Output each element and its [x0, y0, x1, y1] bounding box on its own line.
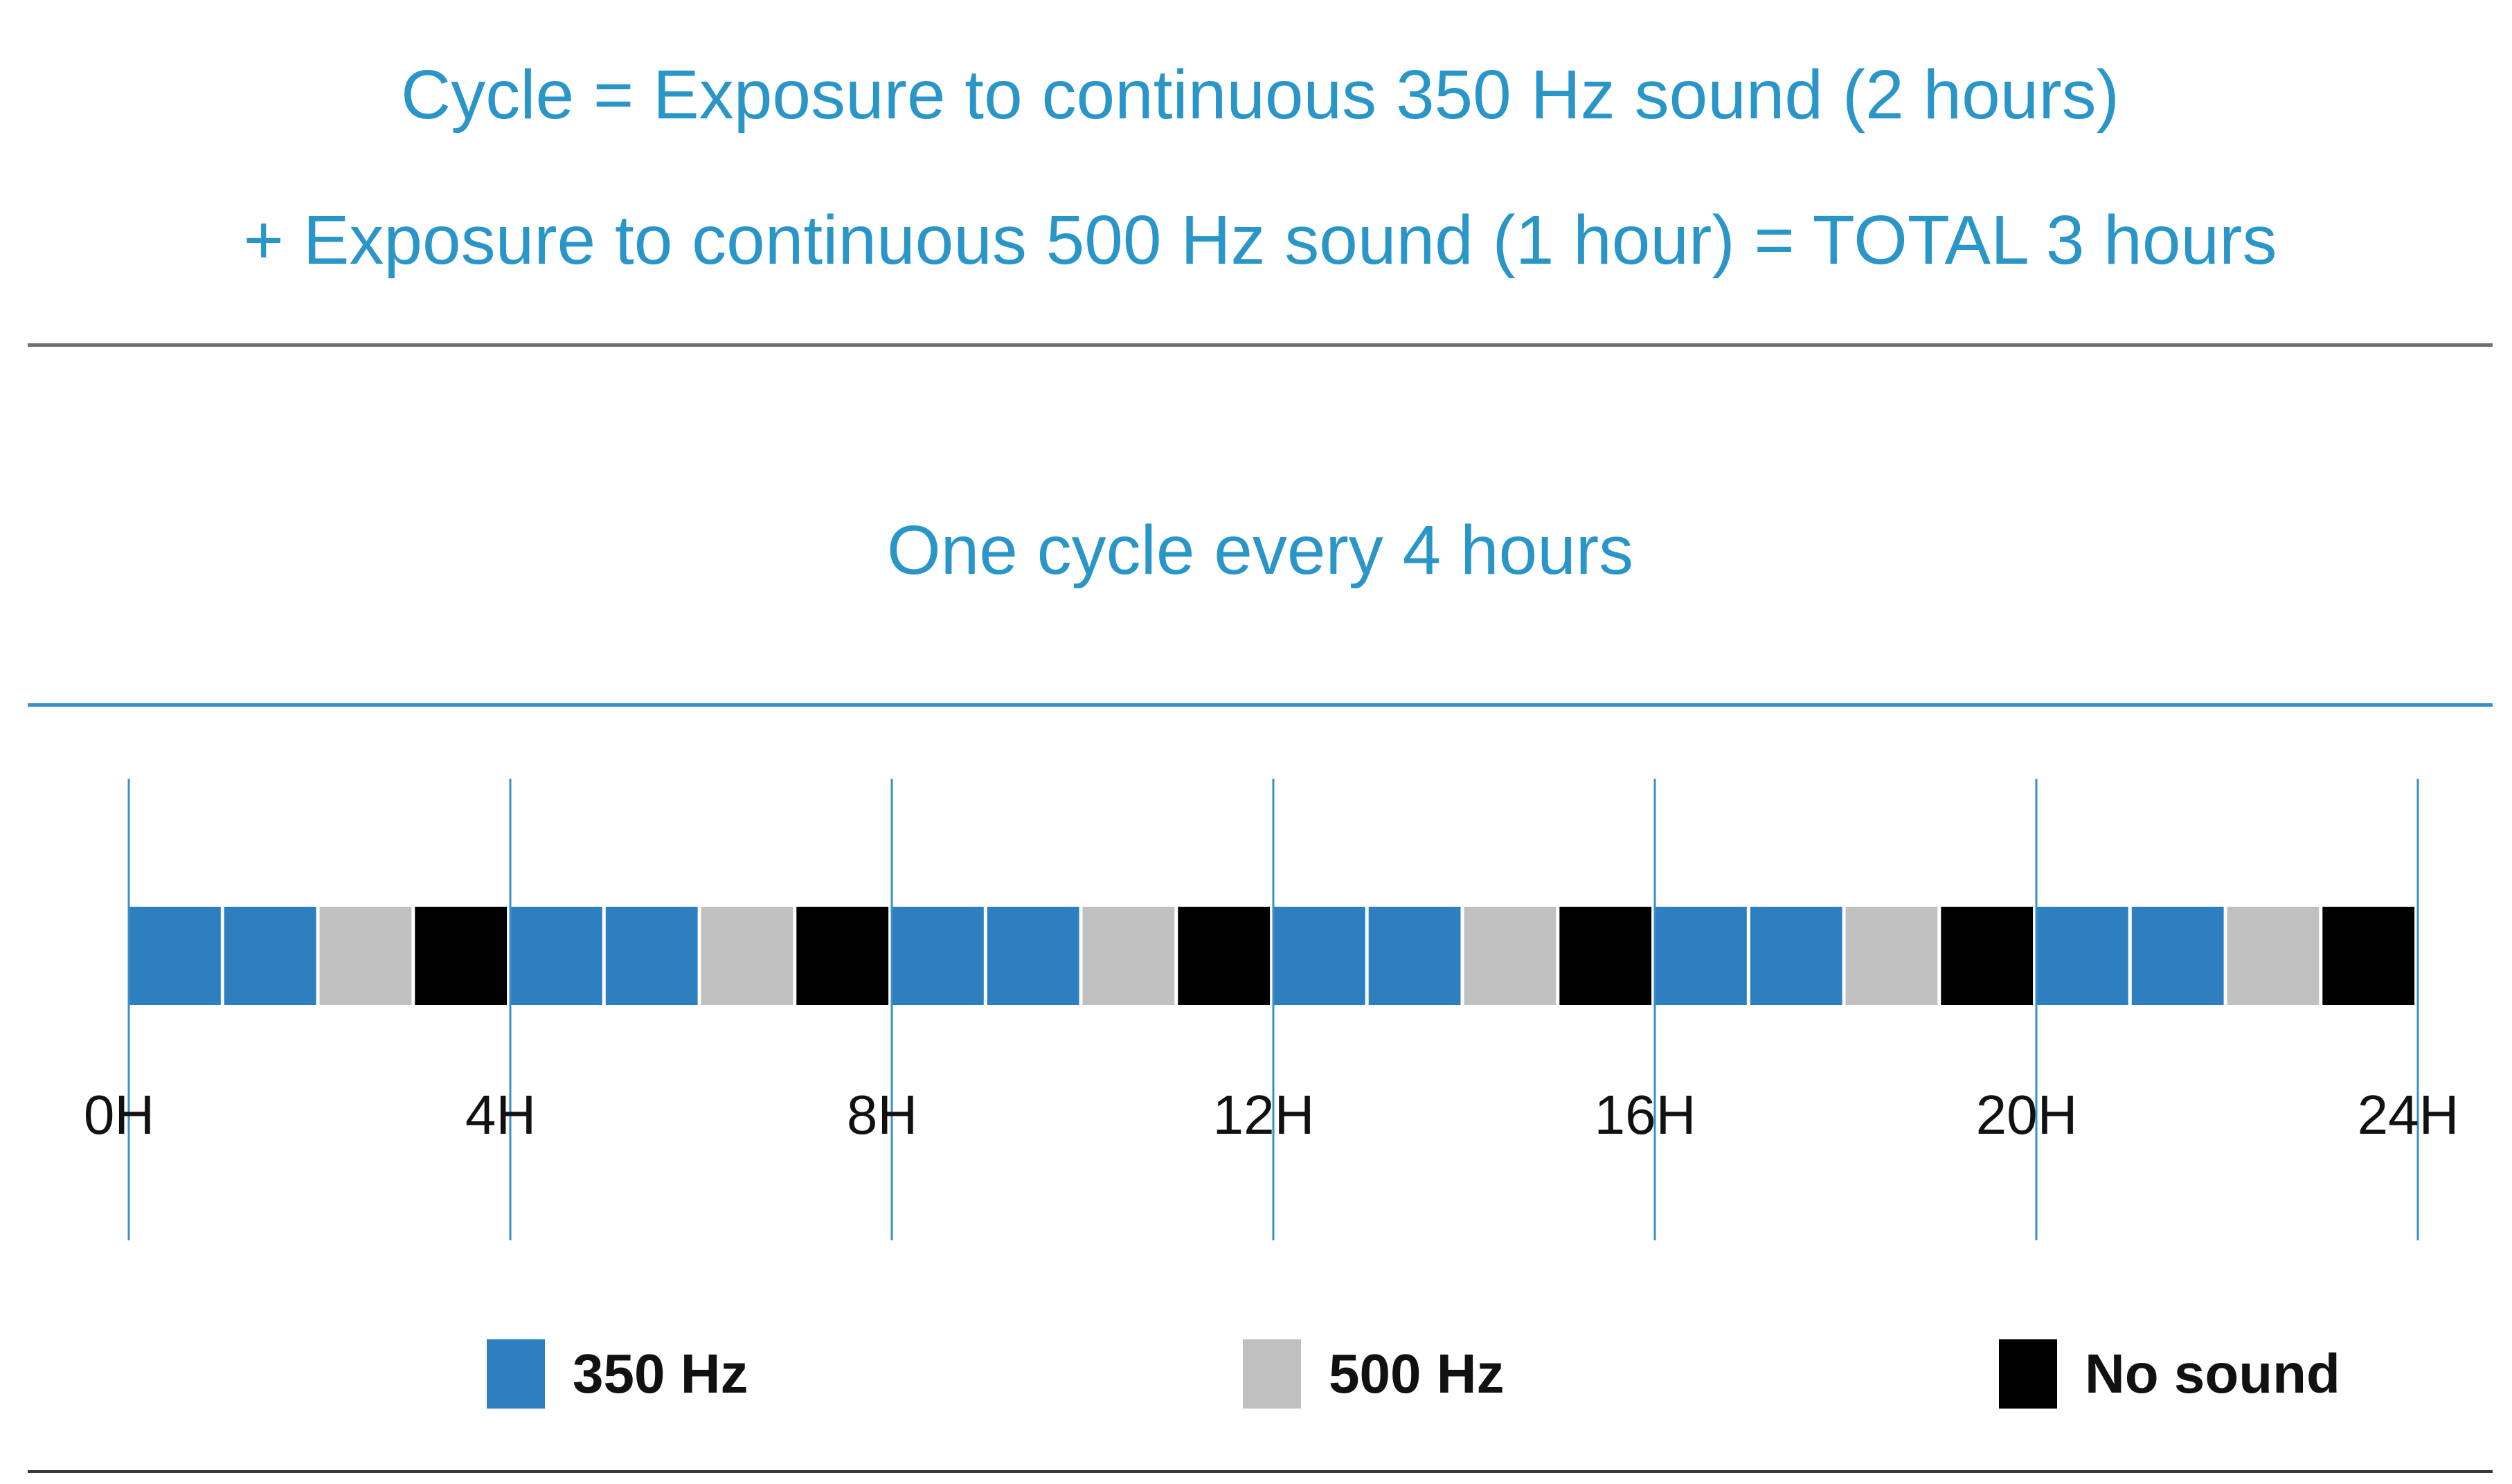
hour-segment-17-hz350: [1750, 907, 1842, 1005]
hour-tick-label-4H: 4H: [465, 1084, 536, 1146]
figure-frame: Cycle = Exposure to continuous 350 Hz so…: [28, 0, 2493, 1473]
hour-segment-0-hz350: [129, 907, 221, 1005]
hour-segment-1-hz350: [224, 907, 316, 1005]
hour-segment-8-hz350: [892, 907, 984, 1005]
legend-label-500hz: 500 Hz: [1329, 1343, 1505, 1404]
hour-segment-23-no-sound: [2322, 907, 2415, 1005]
hour-segment-7-no-sound: [796, 907, 889, 1005]
hour-segment-15-no-sound: [1559, 907, 1652, 1005]
hour-segment-20-hz350: [2036, 907, 2128, 1005]
hour-segment-9-hz350: [987, 907, 1079, 1005]
hour-segment-4-hz350: [510, 907, 602, 1005]
legend-item-500hz: 500 Hz: [1243, 1336, 1504, 1412]
legend-label-350hz: 350 Hz: [573, 1343, 748, 1404]
hour-segment-18-hz500: [1845, 907, 1938, 1005]
hour-segment-11-no-sound: [1178, 907, 1271, 1005]
hour-segment-21-hz350: [2131, 907, 2224, 1005]
hour-segment-3-no-sound: [415, 907, 508, 1005]
hour-segment-16-hz350: [1655, 907, 1747, 1005]
hour-tick-label-0H: 0H: [84, 1084, 154, 1146]
blue-divider: [28, 703, 2493, 707]
hour-segment-10-hz500: [1082, 907, 1175, 1005]
cycle-definition-line-2: + Exposure to continuous 500 Hz sound (1…: [243, 201, 2277, 279]
cycle-definition-line-1: Cycle = Exposure to continuous 350 Hz so…: [401, 56, 2119, 134]
legend-label-no-sound: No sound: [2085, 1343, 2340, 1404]
hour-segment-14-hz500: [1464, 907, 1556, 1005]
legend-swatch-no-sound: [1999, 1339, 2057, 1409]
hour-segment-2-hz500: [319, 907, 412, 1005]
gray-divider: [28, 343, 2493, 347]
hour-segment-5-hz350: [605, 907, 698, 1005]
hour-segment-13-hz350: [1368, 907, 1461, 1005]
hour-segment-22-hz500: [2227, 907, 2320, 1005]
hour-segment-6-hz500: [701, 907, 793, 1005]
legend-item-350hz: 350 Hz: [487, 1336, 748, 1412]
cycle-frequency-subtitle: One cycle every 4 hours: [886, 512, 1634, 589]
hour-tick-label-20H: 20H: [1976, 1084, 2078, 1146]
hour-tick-label-24H: 24H: [2358, 1084, 2459, 1146]
hour-segment-12-hz350: [1273, 907, 1365, 1005]
hour-tick-label-12H: 12H: [1213, 1084, 1315, 1146]
hour-segment-19-no-sound: [1941, 907, 2034, 1005]
hour-tick-label-8H: 8H: [847, 1084, 917, 1146]
legend-item-no-sound: No sound: [1999, 1336, 2340, 1412]
legend-swatch-500hz: [1243, 1339, 1301, 1409]
hour-tick-label-16H: 16H: [1595, 1084, 1696, 1146]
legend-swatch-350hz: [487, 1339, 545, 1409]
